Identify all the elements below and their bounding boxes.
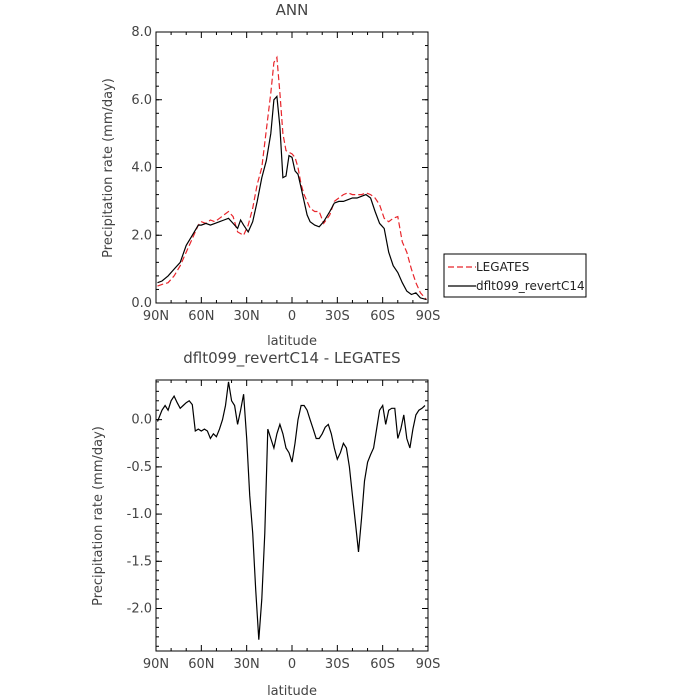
legend-label-legates: LEGATES [476, 260, 529, 274]
x-tick-label: 90N [143, 657, 169, 672]
legend: LEGATES dflt099_revertC14 [443, 253, 587, 298]
top-panel: ANN 90N 60N 30N 0 30S 60S 90S 0.0 2.0 4.0 6.0 8.0 l… [101, 1, 440, 349]
bottom-panel-ylabel: Precipitation rate (mm/day) [91, 426, 106, 606]
bottom-panel: dflt099_revertC14 - LEGATES 90N 60N 30N 0 30… [91, 349, 440, 699]
x-tick-label: 60S [370, 309, 395, 324]
top-panel-tick-labels: 90N 60N 30N 0 30S 60S 90S 0.0 2.0 4.0 6.0 8.0 [131, 25, 440, 324]
bottom-panel-title: dflt099_revertC14 - LEGATES [183, 349, 400, 368]
bottom-panel-frame [155, 379, 429, 652]
series-line-1 [157, 94, 427, 301]
bottom-panel-xlabel: latitude [267, 684, 317, 699]
bottom-panel-tick-labels: 90N 60N 30N 0 30S 60S 90S 0.0 -0.5 -1.0 -1.5 -2.0 [127, 413, 441, 672]
y-tick-label: -0.5 [127, 460, 152, 475]
y-tick-label: -1.5 [127, 554, 152, 569]
x-tick-label: 0 [288, 657, 296, 672]
y-tick-label: -2.0 [127, 602, 152, 617]
y-tick-label: 0.0 [131, 296, 152, 311]
top-panel-frame [155, 31, 429, 304]
x-tick-label: 60N [188, 309, 214, 324]
bottom-panel-ticks [155, 380, 429, 651]
legend-label-model: dflt099_revertC14 [476, 279, 585, 293]
top-panel-xlabel: latitude [267, 334, 317, 349]
series-line-0 [156, 381, 426, 640]
x-tick-label: 30S [325, 657, 350, 672]
y-tick-label: 6.0 [131, 93, 152, 108]
top-panel-title: ANN [276, 1, 309, 19]
y-tick-label: 8.0 [131, 25, 152, 40]
y-tick-label: 4.0 [131, 161, 152, 176]
y-tick-label: 2.0 [131, 228, 152, 243]
x-tick-label: 0 [288, 309, 296, 324]
top-panel-ticks [155, 31, 429, 304]
x-tick-label: 60N [188, 657, 214, 672]
x-tick-label: 30N [234, 309, 260, 324]
x-tick-label: 60S [370, 657, 395, 672]
legend-box [443, 253, 587, 298]
y-tick-label: 0.0 [131, 413, 152, 428]
bottom-panel-series [156, 381, 426, 640]
top-panel-series [157, 55, 427, 301]
y-tick-label: -1.0 [127, 507, 152, 522]
x-tick-label: 90S [416, 309, 441, 324]
x-tick-label: 90N [143, 309, 169, 324]
x-tick-label: 30S [325, 309, 350, 324]
x-tick-label: 90S [416, 657, 441, 672]
x-tick-label: 30N [234, 657, 260, 672]
series-line-0 [157, 55, 427, 301]
top-panel-ylabel: Precipitation rate (mm/day) [101, 78, 116, 258]
